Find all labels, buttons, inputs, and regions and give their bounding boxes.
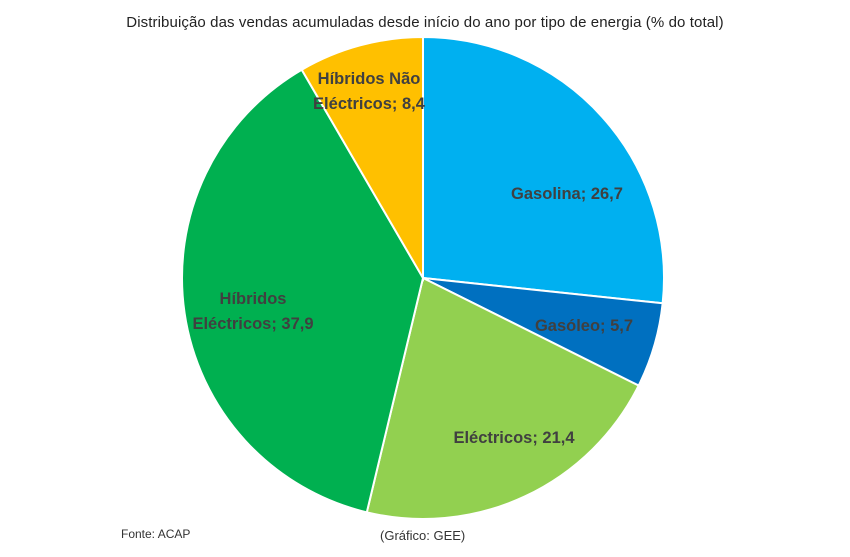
slice-label-line: Híbridos	[220, 290, 287, 308]
slice-label: Eléctricos; 21,4	[453, 429, 575, 447]
slice-label: Híbridos Eléctricos; 37,9	[192, 290, 313, 333]
source-note: Fonte: ACAP	[121, 527, 191, 541]
chart-credit: (Gráfico: GEE)	[380, 528, 466, 543]
pie-slice	[300, 35, 424, 282]
slice-label: Gasóleo; 5,7	[535, 317, 633, 335]
pie-slice	[181, 68, 425, 514]
slice-label-line: Eléctricos; 37,9	[192, 315, 313, 333]
chart-title: Distribuição das vendas acumuladas desde…	[126, 14, 724, 31]
slice-label-line: Eléctricos; 8,4	[313, 95, 426, 113]
slice-label: Híbridos Não Eléctricos; 8,4	[313, 70, 426, 113]
slice-label: Gasolina; 26,7	[511, 185, 623, 203]
pie-slice	[422, 35, 666, 305]
pie-slice	[365, 276, 640, 520]
slice-label-line: Híbridos Não	[318, 70, 421, 88]
